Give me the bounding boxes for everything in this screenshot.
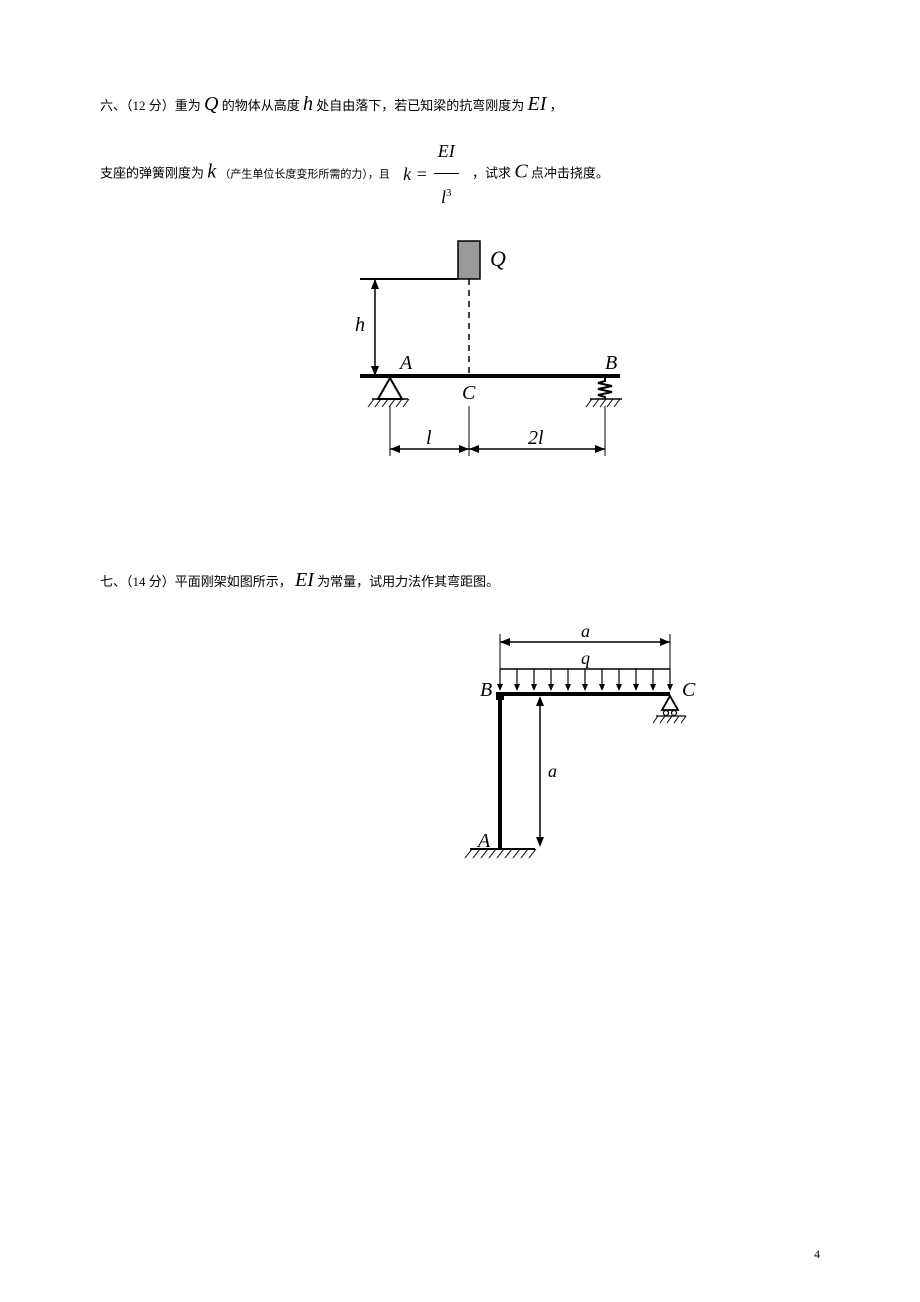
fig7-B: B xyxy=(480,679,492,701)
load-arrows xyxy=(497,669,673,691)
fig6-Q: Q xyxy=(490,246,506,271)
roller-C-w2 xyxy=(672,711,677,716)
problem-6-figure: Q h A C B xyxy=(100,231,820,506)
roller-C-w1 xyxy=(664,711,669,716)
p6-t2: 处自由落下，若已知梁的抗弯刚度为 xyxy=(316,98,527,113)
hatch-A xyxy=(368,399,409,407)
fig7-a-v: a xyxy=(548,761,557,781)
fig6-2l: 2l xyxy=(528,427,544,449)
p6-t3: ， xyxy=(550,98,563,113)
dim-a-top-arrR xyxy=(660,638,670,646)
fig7-C: C xyxy=(682,679,696,701)
p6-k: k xyxy=(207,161,216,183)
dim-a-top-arrL xyxy=(500,638,510,646)
p6-formula: k = EI l3 xyxy=(401,128,461,221)
dim-a-v-arrB xyxy=(536,837,544,847)
roller-C-tri xyxy=(662,696,678,710)
dim-l-arrL xyxy=(390,445,400,453)
p6-paren: （产生单位长度变形所需的力），且 xyxy=(219,169,390,181)
p7-EI: EI xyxy=(295,569,314,591)
fig6-C: C xyxy=(462,382,476,404)
fig6-l: l xyxy=(426,427,432,449)
dim-2l-arrL xyxy=(469,445,479,453)
p6-Q: Q xyxy=(204,93,218,115)
page-number: 4 xyxy=(814,1247,820,1262)
problem-7-text: 七、（14 分）平面刚架如图所示， EI 为常量，试用力法作其弯距图。 xyxy=(100,556,820,604)
p6-h: h xyxy=(303,93,313,115)
problem-7: 七、（14 分）平面刚架如图所示， EI 为常量，试用力法作其弯距图。 a q xyxy=(100,556,820,899)
page-content: 六、（12 分）重为 Q 的物体从高度 h 处自由落下，若已知梁的抗弯刚度为 E… xyxy=(0,0,920,979)
h-arrow-up xyxy=(371,279,379,289)
p6-formula-lhs: k = xyxy=(403,164,428,184)
dim-l-arrR xyxy=(459,445,469,453)
problem-7-figure: a q xyxy=(100,614,820,899)
p7-t1: 为常量，试用力法作其弯距图。 xyxy=(317,574,499,589)
p6-line2a: 支座的弹簧刚度为 xyxy=(100,166,207,181)
p6-t5: 点冲击挠度。 xyxy=(531,166,609,181)
p6-C: C xyxy=(514,161,527,183)
hatch-A-fixed xyxy=(465,849,536,858)
hatch-C xyxy=(653,716,686,723)
p6-t1: 的物体从高度 xyxy=(222,98,303,113)
p6-prefix: 六、（12 分）重为 xyxy=(100,98,201,113)
p6-EI: EI xyxy=(528,93,547,115)
problem-6: 六、（12 分）重为 Q 的物体从高度 h 处自由落下，若已知梁的抗弯刚度为 E… xyxy=(100,80,820,506)
p7-prefix: 七、（14 分）平面刚架如图所示， xyxy=(100,574,292,589)
pin-support-A xyxy=(378,378,402,399)
p7-svg: a q xyxy=(440,614,740,894)
dim-a-v-arrT xyxy=(536,696,544,706)
dim-2l-arrR xyxy=(595,445,605,453)
fig7-a-top: a xyxy=(581,621,590,641)
p6-formula-exp: 3 xyxy=(446,187,452,199)
fig7-q: q xyxy=(581,648,590,668)
fig6-B: B xyxy=(605,352,617,374)
spring-support-B xyxy=(586,378,622,407)
fig6-h: h xyxy=(355,314,365,336)
p6-svg: Q h A C B xyxy=(250,231,670,501)
weight-icon xyxy=(458,241,480,279)
fig6-A: A xyxy=(398,352,413,374)
p6-t4: ，试求 xyxy=(472,166,514,181)
p6-formula-num: EI xyxy=(438,141,455,161)
problem-6-text: 六、（12 分）重为 Q 的物体从高度 h 处自由落下，若已知梁的抗弯刚度为 E… xyxy=(100,80,820,221)
